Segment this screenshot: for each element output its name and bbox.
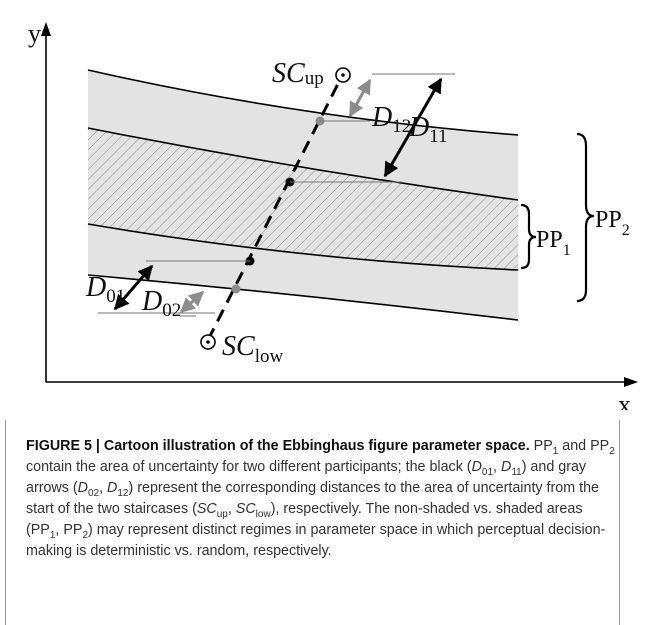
pp1-hatched-band: [88, 128, 518, 270]
intersection-dot-bottom: [231, 284, 241, 294]
sc-up-start-marker: [335, 67, 351, 83]
figure-caption: FIGURE 5 | Cartoon illustration of the E…: [26, 436, 618, 562]
d02-label: D02: [141, 286, 181, 321]
y-axis-arrowhead: [41, 22, 51, 36]
pp1-brace: [520, 203, 537, 270]
boundary-curve-upper: [87, 127, 519, 201]
d11-arrow: [383, 77, 443, 178]
parameter-space-diagram: y x SCup SClow D11 D12 D01 D02: [28, 19, 638, 410]
sc-up-label: SCup: [272, 58, 324, 89]
d01-arrow: [113, 264, 154, 311]
y-axis-label: y: [28, 19, 41, 48]
boundary-curve-top: [87, 69, 519, 136]
sc-low-label: SClow: [222, 331, 283, 367]
lower-shaded-band: [88, 224, 518, 320]
d12-arrow: [348, 78, 372, 118]
x-axis-label: x: [618, 390, 631, 410]
pp1-label: PP1: [536, 227, 571, 259]
caption-label: FIGURE 5 | Cartoon illustration of the E…: [26, 438, 530, 454]
d11-label: D11: [408, 112, 448, 147]
sc-low-start-marker: [200, 334, 216, 350]
staircase-path: [206, 75, 344, 341]
d01-label: D01: [85, 272, 125, 307]
caption-frame: [5, 420, 620, 625]
x-axis-arrowhead: [624, 377, 638, 387]
caption-text: PP1 and PP2 contain the area of uncertai…: [26, 438, 615, 559]
boundary-curve-lower: [87, 223, 519, 271]
d12-label: D12: [371, 102, 411, 137]
d02-arrow: [179, 290, 205, 314]
pp2-label: PP2: [595, 207, 630, 239]
pp2-brace: [576, 132, 595, 303]
